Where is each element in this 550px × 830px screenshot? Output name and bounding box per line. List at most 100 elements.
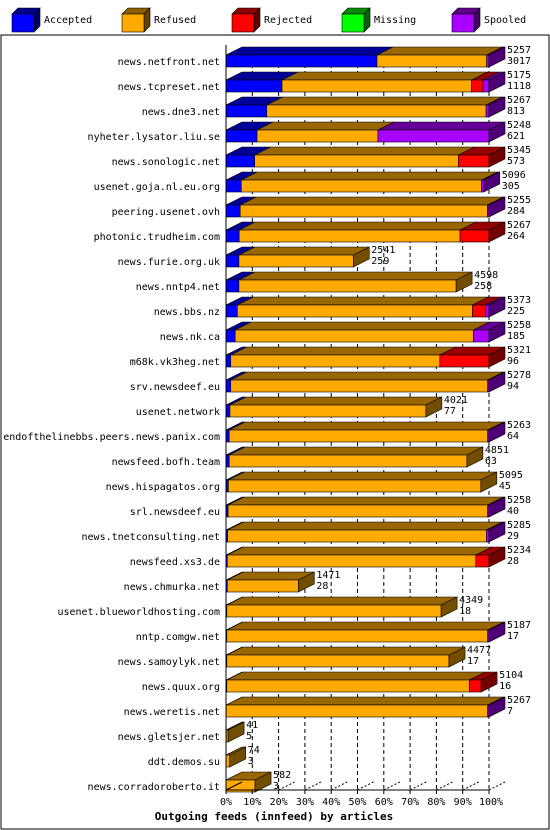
bar-side [488, 496, 506, 518]
data-label-accepted: 284 [507, 206, 525, 217]
bar-side [488, 121, 506, 143]
row-label: news.weretis.net [124, 707, 220, 718]
row-label: news.tcpreset.net [118, 82, 220, 93]
bar-side [488, 146, 506, 168]
x-tick-label: 20% [270, 797, 288, 808]
bar-row: ddt.demos.su 743 [148, 745, 260, 768]
bar-segment-top-refused [266, 96, 503, 106]
data-label-total: 5258 [507, 320, 531, 331]
bar-side [448, 646, 466, 668]
bar-side [488, 621, 506, 643]
row-label: news.furie.org.uk [118, 257, 220, 268]
row-label: peering.usenet.ovh [112, 207, 220, 218]
data-label-total: 5234 [507, 545, 531, 556]
bar-segment-top-refused [240, 196, 504, 206]
bar-segment-top-refused [229, 421, 504, 431]
bar-segment-spooled [485, 104, 490, 118]
bar-segment-refused [266, 104, 487, 118]
bar-segment-top-refused [229, 446, 484, 456]
data-label-total: 2541 [371, 245, 395, 256]
data-label-total: 5257 [507, 45, 531, 56]
bar-segment-spooled [481, 179, 485, 193]
bar-segment-top-refused [376, 46, 503, 56]
data-label-total: 5258 [507, 495, 531, 506]
data-label-total: 5267 [507, 695, 531, 706]
row-label: news.gletsjer.net [118, 732, 220, 743]
x-tick-label: 70% [401, 797, 419, 808]
bar-row: news.gletsjer.net 415 [118, 720, 259, 743]
bar-segment-refused [238, 279, 457, 293]
bar-segment-refused [229, 404, 427, 418]
bar-side [488, 296, 506, 318]
data-label-total: 5096 [502, 170, 526, 181]
bar-segment-refused [238, 229, 461, 243]
bar-segment-top-refused [227, 496, 504, 506]
bar-side [425, 396, 443, 418]
data-label-total: 4598 [474, 270, 498, 281]
chart-title: Outgoing feeds (innfeed) by articles [155, 810, 393, 823]
row-label: news.tnetconsulting.net [82, 532, 220, 543]
bar-segment-accepted [225, 129, 258, 143]
bar-segment-refused [230, 379, 488, 393]
gridline-depth [330, 781, 348, 791]
gridline-depth [357, 781, 374, 791]
bar-side [488, 521, 506, 543]
bar-segment-refused [239, 204, 488, 218]
data-label-accepted: 96 [507, 356, 519, 367]
bar-segment-accepted [225, 79, 283, 93]
bar-side [483, 171, 501, 193]
bar-segment-top-refused [281, 71, 488, 81]
bar-segment-top-refused [226, 646, 466, 656]
bar-segment-refused [227, 504, 488, 518]
row-label: news.samoylyk.net [118, 657, 220, 668]
data-label-accepted: 259 [371, 256, 389, 267]
x-tick-label: 50% [348, 797, 366, 808]
row-label: news.nntp4.net [136, 282, 220, 293]
data-label-accepted: 18 [459, 606, 471, 617]
bar-segment-top-refused [238, 271, 473, 281]
legend: Accepted Refused Rejected Missing Spooled [11, 7, 526, 33]
data-label-total: 5345 [507, 145, 531, 156]
row-label: ddt.demos.su [148, 757, 220, 768]
gridline-depth [304, 781, 322, 791]
data-label-total: 582 [273, 770, 291, 781]
bar-segment-refused [238, 254, 354, 268]
bar-segment-rejected [459, 229, 490, 243]
data-label-accepted: 28 [316, 581, 328, 592]
row-label: news.hispagatos.org [106, 482, 220, 493]
bar-segment-accepted [225, 379, 232, 393]
data-label-accepted: 1118 [507, 81, 531, 92]
bar-segment-refused [226, 629, 488, 643]
bar-segment-rejected [468, 679, 482, 693]
bar-segment-rejected [458, 154, 490, 168]
data-label-accepted: 94 [507, 381, 519, 392]
legend-label: Refused [154, 15, 196, 26]
x-tick-label: 30% [296, 797, 314, 808]
bar-segment-accepted [225, 204, 241, 218]
row-label: newsfeed.xs3.de [130, 557, 220, 568]
data-label-accepted: 185 [507, 331, 525, 342]
bar-side [488, 696, 506, 718]
bar-segment-rejected [471, 79, 484, 93]
bar-segment-top-refused [235, 321, 490, 331]
bar-side [254, 771, 272, 793]
legend-swatch [121, 13, 145, 33]
bar-segment-accepted [225, 329, 236, 343]
bar-segment-top-accepted [225, 46, 394, 56]
data-label-accepted: 621 [507, 131, 525, 142]
bar-side [488, 346, 506, 368]
bar-side [488, 221, 506, 243]
row-label: newsfeed.bofh.team [112, 457, 220, 468]
data-label-accepted: 16 [499, 681, 511, 692]
bar-segment-rejected [472, 304, 486, 318]
bar-segment-spooled [377, 129, 490, 143]
row-label: news.corradoroberto.it [88, 782, 220, 793]
data-label-accepted: 3 [273, 781, 279, 792]
